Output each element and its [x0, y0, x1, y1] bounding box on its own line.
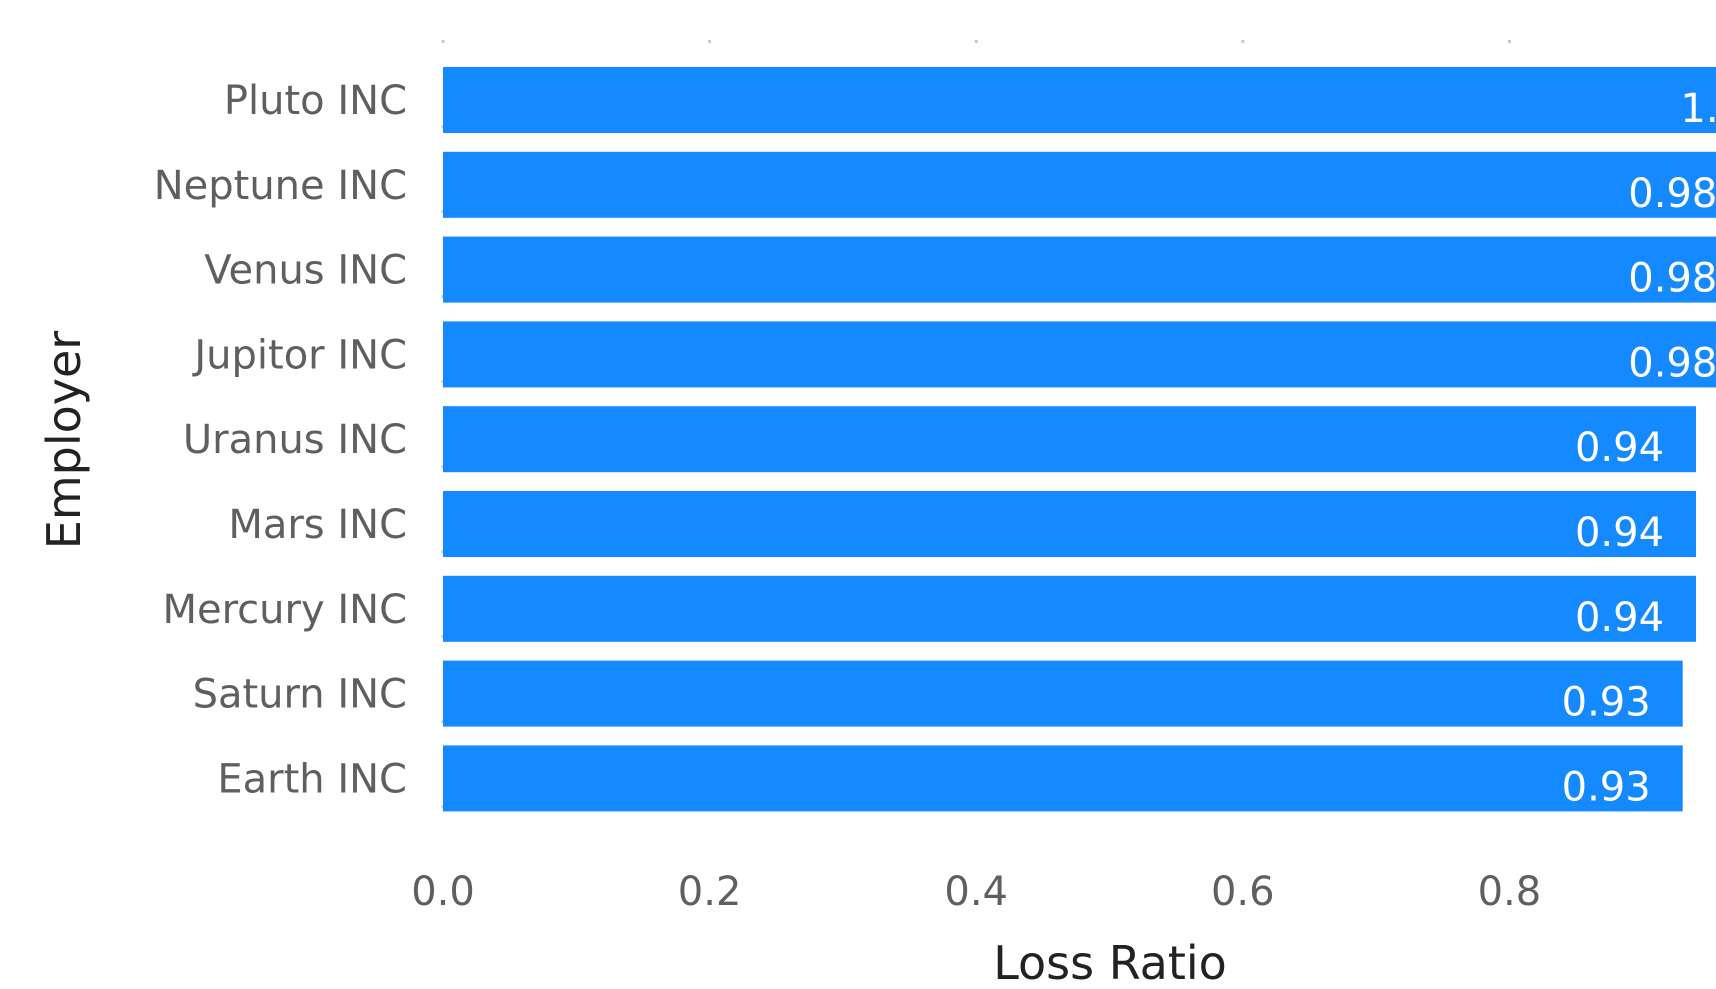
bar: [443, 67, 1716, 133]
category-label: Neptune INC: [154, 163, 407, 209]
data-label: 0.93: [1562, 764, 1651, 810]
category-label: Venus INC: [204, 248, 407, 294]
data-label: 0.93: [1562, 680, 1651, 726]
bar: [443, 660, 1683, 727]
data-label: 0.94: [1575, 595, 1664, 641]
y-axis-title: Employer: [37, 331, 91, 550]
category-label: Earth INC: [217, 756, 407, 802]
data-label: 1.0: [1680, 86, 1716, 132]
x-tick-label: 0.6: [1211, 869, 1275, 915]
category-label: Saturn INC: [193, 672, 407, 718]
data-label: 0.94: [1575, 425, 1664, 471]
bar: [443, 151, 1716, 218]
bar: [443, 745, 1683, 812]
bar: [443, 575, 1697, 642]
category-label: Mercury INC: [162, 587, 407, 633]
x-tick-label: 0.0: [411, 869, 475, 915]
data-label: 0.98: [1628, 171, 1716, 217]
bar: [443, 406, 1697, 473]
category-label: Jupitor INC: [191, 332, 407, 378]
category-label: Pluto INC: [224, 78, 407, 124]
bar: [443, 321, 1716, 388]
category-labels: Pluto INC Neptune INC Venus INC Jupitor INC…: [154, 78, 407, 802]
bar: [443, 236, 1716, 303]
x-axis-title: Loss Ratio: [993, 936, 1227, 989]
category-label: Mars INC: [228, 502, 407, 548]
x-tick-labels: 0.0 0.2 0.4 0.6 0.8: [411, 869, 1541, 915]
x-tick-label: 0.4: [944, 869, 1008, 915]
x-tick-label: 0.8: [1478, 869, 1542, 915]
bar: [443, 491, 1697, 557]
data-label: 0.98: [1628, 256, 1716, 302]
bars: [443, 67, 1716, 812]
data-label: 0.94: [1575, 510, 1664, 556]
x-tick-label: 0.2: [678, 869, 742, 915]
data-labels: 1.0 0.98 0.98 0.98 0.94 0.94 0.94 0.93 0.93: [1562, 86, 1716, 810]
category-label: Uranus INC: [183, 417, 407, 463]
data-label: 0.98: [1628, 340, 1716, 386]
